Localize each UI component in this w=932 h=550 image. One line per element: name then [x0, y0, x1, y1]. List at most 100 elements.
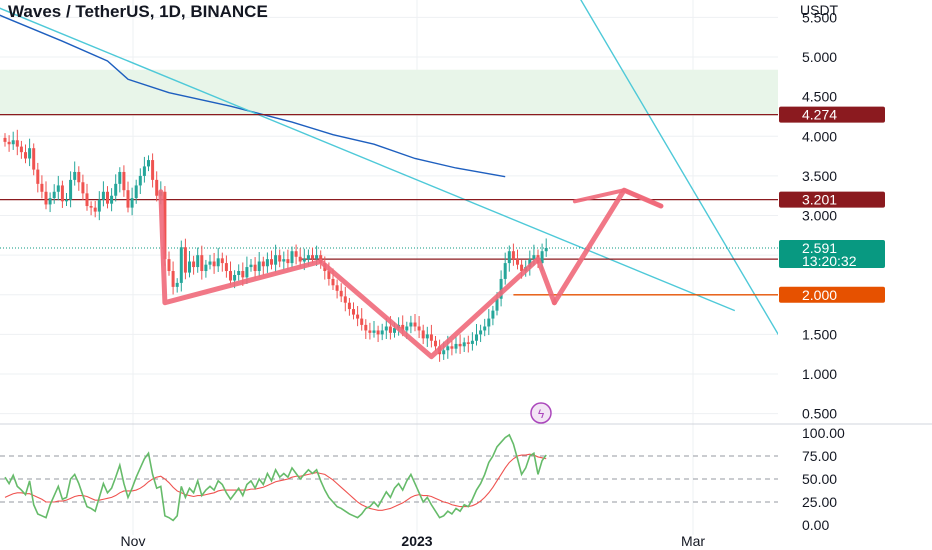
- candle-body: [179, 247, 183, 283]
- candle-body: [429, 334, 433, 341]
- candle-body: [507, 251, 511, 264]
- candle-body: [331, 278, 335, 286]
- candle-body: [462, 342, 466, 347]
- candle-body: [48, 198, 52, 205]
- candle-body: [466, 342, 470, 344]
- candle-body: [446, 346, 450, 351]
- chart-title: Waves / TetherUS, 1D, BINANCE: [8, 2, 268, 21]
- candle-body: [134, 185, 138, 199]
- lightning-icon-glyph: ϟ: [538, 407, 545, 421]
- candle-body: [315, 255, 319, 259]
- candle-body: [85, 193, 89, 207]
- candle-body: [286, 259, 290, 264]
- candle-body: [155, 179, 159, 196]
- rsi-tick-label: 0.00: [802, 517, 829, 533]
- candle-body: [384, 326, 388, 331]
- candle-body: [237, 271, 241, 275]
- candle-body: [32, 148, 36, 170]
- candle-body: [388, 326, 392, 333]
- candle-body: [167, 259, 171, 272]
- trendline-2: [580, 0, 778, 336]
- candle-body: [11, 140, 15, 145]
- candle-body: [274, 255, 278, 265]
- candle-body: [364, 324, 368, 331]
- candle-body: [89, 206, 93, 208]
- candle-body: [339, 290, 343, 297]
- projection-arrow: [572, 188, 663, 209]
- current-price-timer: 13:20:32: [802, 253, 857, 269]
- candle-body: [261, 261, 265, 267]
- candle-body: [118, 171, 122, 184]
- candle-body: [138, 175, 142, 186]
- candle-body: [188, 261, 191, 273]
- candle-body: [130, 198, 134, 208]
- candle-body: [73, 171, 77, 180]
- candle-body: [417, 326, 421, 331]
- candle-body: [425, 334, 429, 339]
- candle-body: [372, 330, 376, 333]
- candle-body: [413, 322, 417, 327]
- y-tick-label: 4.500: [802, 89, 837, 105]
- candle-body: [368, 330, 372, 333]
- candle-body: [224, 263, 228, 272]
- candle-body: [294, 251, 298, 257]
- candle-body: [401, 324, 405, 331]
- candle-body: [147, 160, 150, 167]
- y-tick-label: 4.000: [802, 128, 837, 144]
- candle-body: [15, 140, 19, 147]
- candle-body: [352, 309, 355, 315]
- candle-body: [93, 207, 97, 212]
- candle-body: [28, 148, 32, 159]
- candle-body: [151, 160, 155, 180]
- candle-body: [183, 247, 187, 273]
- candle-body: [532, 255, 536, 260]
- candle-body: [327, 271, 331, 279]
- y-tick-label: 5.500: [802, 9, 837, 25]
- x-tick-label: Mar: [681, 533, 705, 549]
- support-tag: [779, 286, 885, 303]
- trendline-1: [0, 7, 736, 312]
- candle-body: [81, 182, 85, 194]
- candle-body: [196, 255, 200, 268]
- candle-body: [65, 199, 68, 202]
- candle-body: [44, 191, 48, 205]
- candle-body: [540, 251, 544, 264]
- rsi-tick-label: 100.00: [802, 425, 845, 441]
- candle-body: [495, 298, 499, 311]
- rsi-ma-line: [4, 453, 547, 511]
- candle-body: [114, 183, 118, 196]
- current-price-label: 2.591: [802, 240, 837, 256]
- candle-body: [335, 285, 339, 291]
- candle-body: [282, 259, 286, 262]
- candle-body: [487, 318, 491, 327]
- candle-body: [311, 255, 314, 259]
- candle-body: [106, 191, 109, 204]
- rsi-line: [4, 433, 547, 522]
- candle-body: [257, 261, 261, 272]
- candle-body: [175, 282, 179, 287]
- resistance-mid-label: 3.201: [802, 192, 837, 208]
- candle-body: [380, 330, 384, 335]
- candle-body: [192, 261, 196, 268]
- candle-body: [171, 271, 175, 287]
- y-axis-unit: USDT: [800, 2, 839, 18]
- candle-body: [208, 261, 212, 265]
- candle-body: [499, 278, 503, 299]
- y-tick-label: 1.000: [802, 366, 837, 382]
- rsi-tick-label: 25.00: [802, 494, 837, 510]
- candle-body: [405, 326, 409, 331]
- x-tick-label: 2023: [401, 533, 432, 549]
- candle-body: [376, 330, 380, 335]
- support-label: 2.000: [802, 287, 837, 303]
- candle-body: [347, 302, 351, 310]
- candle-body: [40, 183, 44, 192]
- candle-body: [343, 296, 347, 303]
- candle-body: [450, 346, 454, 349]
- candle-body: [253, 264, 257, 272]
- y-tick-label: 1.500: [802, 326, 837, 342]
- candle-body: [245, 267, 249, 278]
- resistance-upper-label: 4.274: [802, 107, 837, 123]
- candle-body: [434, 340, 437, 347]
- candle-body: [265, 259, 269, 267]
